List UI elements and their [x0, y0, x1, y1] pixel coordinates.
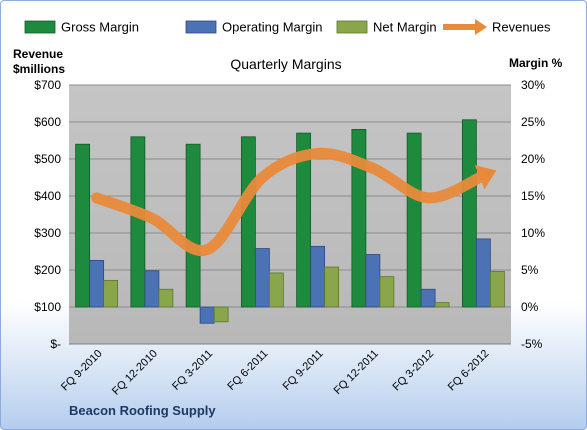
right-axis-ticks: -5% 0% 5% 10% 15% 20% 25% 30%	[521, 78, 545, 351]
left-tick-label: $700	[34, 78, 61, 92]
legend-label-revenues: Revenues	[492, 20, 551, 35]
left-tick-label: $200	[34, 263, 61, 277]
left-tick-label: $500	[34, 152, 61, 166]
revenue-line-series	[91, 147, 497, 257]
left-axis-ticks: $- $100 $200 $300 $400 $500 $600 $700	[34, 78, 61, 351]
x-axis-ticks: FQ 9-2010 FQ 12-2010 FQ 3-2011 FQ 6-2011 FQ …	[59, 348, 491, 398]
bar-net-margin	[434, 302, 450, 308]
legend-swatch-net-margin	[336, 20, 368, 34]
bar-net-margin	[103, 279, 119, 308]
right-tick-label: 10%	[521, 226, 545, 240]
bar-gross-margin	[351, 128, 367, 308]
right-tick-label: 15%	[521, 189, 545, 203]
left-tick-label: $400	[34, 189, 61, 203]
bar-operating-margin	[89, 259, 105, 308]
legend-arrowhead-revenues	[475, 19, 487, 35]
bar-net-margin	[489, 271, 505, 308]
footer-company: Beacon Roofing Supply	[69, 403, 216, 418]
right-tick-label: 5%	[521, 263, 539, 277]
legend-swatch-operating-margin	[185, 20, 217, 34]
bar-gross-margin	[406, 132, 422, 308]
bar-gross-margin	[130, 136, 146, 308]
left-axis-label-line2: $millions	[13, 62, 65, 76]
right-tick-label: -5%	[521, 337, 543, 351]
bar-gross-margin	[296, 132, 312, 308]
line-revenues-arrowhead	[474, 165, 497, 190]
left-tick-label: $100	[34, 300, 61, 314]
bar-gross-margin	[461, 119, 477, 308]
bar-net-margin	[158, 288, 174, 308]
x-tick-label: FQ 6-2012	[446, 348, 492, 394]
bar-operating-margin	[475, 238, 491, 308]
left-tick-label: $300	[34, 226, 61, 240]
bar-operating-margin	[420, 288, 436, 308]
legend-swatch-gross-margin	[24, 20, 56, 34]
right-tick-label: 25%	[521, 115, 545, 129]
legend-label-gross-margin: Gross Margin	[61, 20, 139, 35]
x-tick-label: FQ 6-2011	[225, 348, 270, 393]
bar-net-margin	[324, 266, 340, 308]
right-tick-label: 20%	[521, 152, 545, 166]
bar-net-margin	[213, 306, 229, 323]
bar-operating-margin	[254, 248, 270, 308]
bar-gross-margin	[185, 143, 201, 308]
bar-operating-margin	[365, 254, 381, 308]
x-tick-label: FQ 3-2012	[391, 348, 437, 394]
left-tick-label: $-	[50, 337, 61, 351]
legend-label-net-margin: Net Margin	[373, 20, 437, 35]
bar-operating-margin	[310, 245, 326, 308]
left-axis-label-line1: Revenue	[13, 47, 63, 61]
right-axis-label: Margin %	[509, 56, 563, 70]
x-tick-label: FQ 12-2011	[332, 348, 381, 397]
x-tick-label: FQ 9-2011	[281, 348, 326, 393]
right-tick-label: 30%	[521, 78, 545, 92]
bar-operating-margin	[199, 306, 215, 324]
bar-series	[75, 119, 505, 324]
legend: Gross Margin Operating Margin Net Margin…	[24, 19, 551, 35]
x-tick-label: FQ 9-2010	[59, 348, 105, 394]
legend-label-operating-margin: Operating Margin	[222, 20, 322, 35]
bar-gross-margin	[240, 136, 256, 308]
bar-gross-margin	[75, 143, 91, 308]
right-tick-label: 0%	[521, 300, 539, 314]
bar-net-margin	[268, 272, 284, 308]
bar-net-margin	[379, 276, 395, 308]
x-tick-label: FQ 12-2010	[110, 348, 160, 398]
bar-operating-margin	[144, 270, 160, 308]
x-tick-label: FQ 3-2011	[170, 348, 215, 393]
chart-title: Quarterly Margins	[230, 56, 341, 72]
line-revenues	[91, 147, 489, 257]
left-tick-label: $600	[34, 115, 61, 129]
